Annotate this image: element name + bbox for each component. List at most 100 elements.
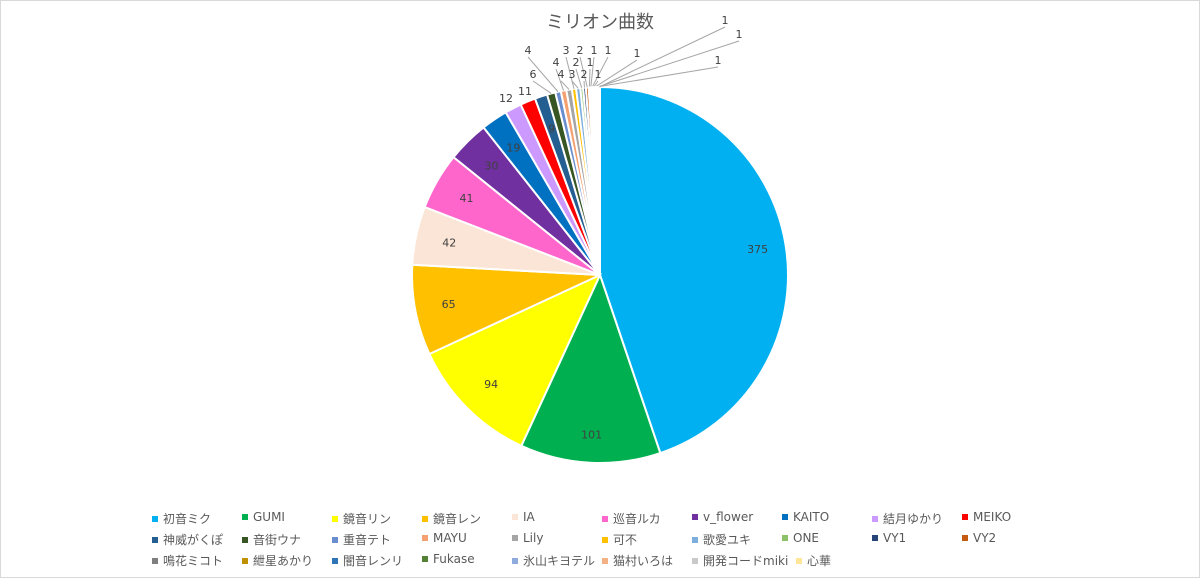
data-label-19: 2 <box>577 44 584 57</box>
legend-item: 神威がくぽ <box>152 531 223 548</box>
legend-item: v_flower <box>692 510 753 524</box>
data-label-11: 6 <box>530 68 537 81</box>
legend-label: GUMI <box>253 510 285 524</box>
legend-label: 紲星あかり <box>253 554 314 568</box>
legend-swatch <box>692 536 698 543</box>
legend-item: 鳴花ミコト <box>152 552 223 569</box>
legend-swatch <box>872 535 878 541</box>
data-label-6: 30 <box>485 159 499 172</box>
legend-label: VY2 <box>973 531 997 545</box>
legend-item: 巡音ルカ <box>602 510 661 527</box>
legend-swatch <box>152 515 158 522</box>
legend-item: MAYU <box>422 531 467 545</box>
data-label-10: 9 <box>548 123 555 136</box>
leader-line-15 <box>565 56 575 89</box>
data-label-23: 1 <box>595 68 602 81</box>
legend-swatch <box>512 557 518 564</box>
legend-item: Lily <box>512 531 543 545</box>
pie-slice-2 <box>428 272 603 448</box>
legend-label: MEIKO <box>973 510 1012 524</box>
legend-swatch <box>242 536 248 543</box>
legend-swatch <box>242 514 248 520</box>
legend-swatch <box>692 514 698 520</box>
leader-line-26 <box>597 40 740 88</box>
pie-slice-0 <box>599 85 789 455</box>
legend-label: 音街ウナ <box>253 533 302 547</box>
data-label-21: 1 <box>591 44 598 57</box>
legend-item: GUMI <box>242 510 285 524</box>
legend-swatch <box>422 515 428 522</box>
leader-line-21 <box>590 56 595 88</box>
legend-label: 可不 <box>613 533 638 547</box>
data-label-15: 3 <box>563 44 570 57</box>
pie-slice-27 <box>597 85 601 276</box>
legend-label: 鳴花ミコト <box>163 554 224 568</box>
legend-item: 紲星あかり <box>242 552 313 569</box>
legend-label: Lily <box>523 531 544 545</box>
data-label-13: 4 <box>553 56 560 69</box>
leader-line-14 <box>560 80 570 90</box>
legend-label: ONE <box>793 531 820 545</box>
legend-swatch <box>422 535 428 541</box>
legend-item: 氷山キヨテル <box>512 552 595 569</box>
legend-item: 闇音レンリ <box>332 552 403 569</box>
data-label-7: 19 <box>506 141 520 154</box>
data-label-3: 65 <box>442 298 456 311</box>
data-label-26: 1 <box>736 28 743 41</box>
leader-line-25 <box>596 66 719 88</box>
legend-item: 可不 <box>602 531 637 548</box>
chart-title: ミリオン曲数 <box>546 12 654 33</box>
legend-label: 結月ゆかり <box>883 512 944 526</box>
legend-swatch <box>152 557 158 564</box>
legend-label: 心華 <box>807 554 832 568</box>
data-label-14: 4 <box>558 68 565 81</box>
data-label-1: 101 <box>581 429 602 442</box>
legend-label: Fukase <box>433 552 475 566</box>
legend-swatch <box>962 514 968 520</box>
legend-label: MAYU <box>433 531 467 545</box>
data-label-0: 375 <box>747 243 768 256</box>
legend-swatch <box>602 515 608 522</box>
data-label-25: 1 <box>715 54 722 67</box>
legend-swatch <box>332 557 338 564</box>
legend-swatch <box>512 514 518 520</box>
legend-label: 重音テト <box>343 533 392 547</box>
legend-item: 結月ゆかり <box>872 510 943 527</box>
data-label-27: 1 <box>722 14 729 27</box>
legend-item: 歌愛ユキ <box>692 531 751 548</box>
legend-swatch <box>872 515 878 522</box>
legend-label: IA <box>523 510 535 524</box>
legend-label: 鏡音レン <box>433 512 482 526</box>
legend-swatch <box>796 557 802 564</box>
leader-line-20 <box>588 68 591 88</box>
legend-swatch <box>152 536 158 543</box>
leader-line-13 <box>555 68 565 91</box>
legend-item: VY1 <box>872 531 906 545</box>
legend-label: 歌愛ユキ <box>703 533 752 547</box>
leader-line-22 <box>591 56 609 88</box>
leader-line-11 <box>532 80 552 94</box>
legend-item: IA <box>512 510 535 524</box>
legend-item: Fukase <box>422 552 475 566</box>
legend-label: 鏡音リン <box>343 512 392 526</box>
legend-item: 初音ミク <box>152 510 211 527</box>
pie-slice-3 <box>411 263 601 356</box>
legend-swatch <box>512 535 518 541</box>
leader-line-16 <box>571 80 579 89</box>
legend-label: 闇音レンリ <box>343 554 404 568</box>
legend-label: 開発コードmiki <box>703 554 789 568</box>
legend-label: 神威がくぽ <box>163 533 224 547</box>
legend-item: MEIKO <box>962 510 1011 524</box>
legend-label: 初音ミク <box>163 512 212 526</box>
legend-label: 猫村いろは <box>613 554 674 568</box>
legend-swatch <box>692 557 698 564</box>
legend-swatch <box>962 535 968 541</box>
data-label-22: 1 <box>605 44 612 57</box>
legend-item: 鏡音レン <box>422 510 481 527</box>
legend-item: 鏡音リン <box>332 510 391 527</box>
data-label-2: 94 <box>484 378 498 391</box>
data-label-24: 1 <box>634 47 641 60</box>
legend-swatch <box>602 536 608 543</box>
legend-label: KAITO <box>793 510 830 524</box>
